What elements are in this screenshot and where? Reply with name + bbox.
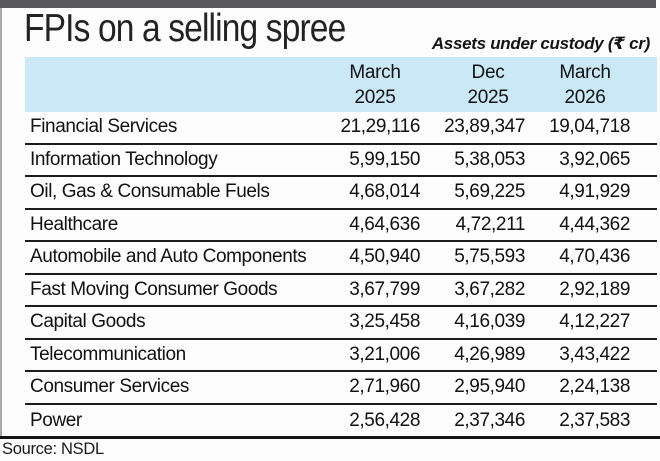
- sector-name: Telecommunication: [30, 343, 186, 365]
- column-header-line2: 2025: [467, 87, 509, 108]
- table-row: Oil, Gas & Consumable Fuels 4,68,014 5,69,…: [25, 177, 657, 210]
- column-header-line2: 2025: [354, 87, 396, 108]
- value-cell: 19,04,718: [549, 116, 630, 138]
- value-cell: 2,24,138: [559, 376, 630, 398]
- sector-name: Automobile and Auto Components: [30, 246, 307, 268]
- value-cell: 4,12,227: [559, 311, 630, 333]
- value-cell: 2,71,960: [349, 376, 420, 398]
- value-cell: 4,68,014: [349, 181, 420, 203]
- table-bottom-rule: [0, 436, 660, 439]
- table-row: Power 2,56,428 2,37,346 2,37,583: [25, 405, 657, 438]
- table-row: Healthcare 4,64,636 4,72,211 4,44,362: [25, 210, 657, 242]
- left-edge-rule: [0, 8, 2, 438]
- sector-name: Financial Services: [30, 116, 177, 138]
- sector-name: Capital Goods: [30, 311, 146, 333]
- sector-name: Fast Moving Consumer Goods: [30, 278, 278, 300]
- value-cell: 5,38,053: [454, 148, 525, 170]
- top-rule-bar: [0, 0, 656, 8]
- value-cell: 2,37,346: [454, 409, 525, 431]
- header-band-background: [25, 57, 657, 112]
- value-cell: 3,67,282: [454, 278, 525, 300]
- value-cell: 21,29,116: [340, 116, 420, 138]
- column-header-dec-2025: Dec 2025: [428, 60, 548, 110]
- table-row: Financial Services 21,29,116 23,89,347 19,0…: [25, 112, 657, 145]
- value-cell: 3,43,422: [559, 343, 630, 365]
- sector-name: Consumer Services: [30, 376, 189, 398]
- value-cell: 2,92,189: [559, 278, 630, 300]
- table-body: Financial Services 21,29,116 23,89,347 19,0…: [25, 112, 657, 437]
- sector-name: Information Technology: [30, 148, 218, 170]
- column-header-march-2025: March 2025: [315, 60, 435, 110]
- table-row: Consumer Services 2,71,960 2,95,940 2,24,13…: [25, 372, 657, 405]
- value-cell: 4,70,436: [559, 246, 630, 268]
- value-cell: 5,99,150: [349, 148, 420, 170]
- column-header-line1: Dec: [471, 62, 505, 83]
- value-cell: 4,44,362: [559, 213, 630, 235]
- table-row: Capital Goods 3,25,458 4,16,039 4,12,227: [25, 307, 657, 340]
- value-cell: 5,69,225: [454, 181, 525, 203]
- value-cell: 4,91,929: [559, 181, 630, 203]
- value-cell: 5,75,593: [454, 246, 525, 268]
- page-title: FPIs on a selling spree: [24, 7, 346, 50]
- value-cell: 3,25,458: [349, 311, 420, 333]
- value-cell: 4,26,989: [454, 343, 525, 365]
- units-subtitle: Assets under custody (₹ cr): [431, 34, 650, 53]
- table-header: March 2025 Dec 2025 March 2026: [25, 57, 657, 112]
- value-cell: 4,64,636: [349, 213, 420, 235]
- value-cell: 3,67,799: [349, 278, 420, 300]
- source-attribution: Source: NSDL: [2, 440, 104, 458]
- column-header-line2: 2026: [564, 87, 606, 108]
- value-cell: 4,50,940: [349, 246, 420, 268]
- value-cell: 4,16,039: [454, 311, 525, 333]
- table-row: Telecommunication 3,21,006 4,26,989 3,43,42…: [25, 340, 657, 372]
- table-row: Information Technology 5,99,150 5,38,053 3,…: [25, 145, 657, 177]
- value-cell: 2,95,940: [454, 376, 525, 398]
- table-row: Fast Moving Consumer Goods 3,67,799 3,67,2…: [25, 275, 657, 307]
- value-cell: 23,89,347: [444, 116, 525, 138]
- sector-name: Healthcare: [30, 213, 118, 235]
- sector-name: Oil, Gas & Consumable Fuels: [30, 181, 270, 203]
- sector-name: Power: [30, 409, 82, 431]
- column-header-line1: March: [559, 62, 611, 83]
- value-cell: 2,37,583: [559, 409, 630, 431]
- column-header-march-2026: March 2026: [525, 60, 645, 110]
- table-row: Automobile and Auto Components 4,50,940 5,…: [25, 242, 657, 275]
- column-header-line1: March: [349, 62, 401, 83]
- value-cell: 3,92,065: [559, 148, 630, 170]
- value-cell: 3,21,006: [349, 343, 420, 365]
- value-cell: 2,56,428: [349, 409, 420, 431]
- value-cell: 4,72,211: [455, 213, 526, 235]
